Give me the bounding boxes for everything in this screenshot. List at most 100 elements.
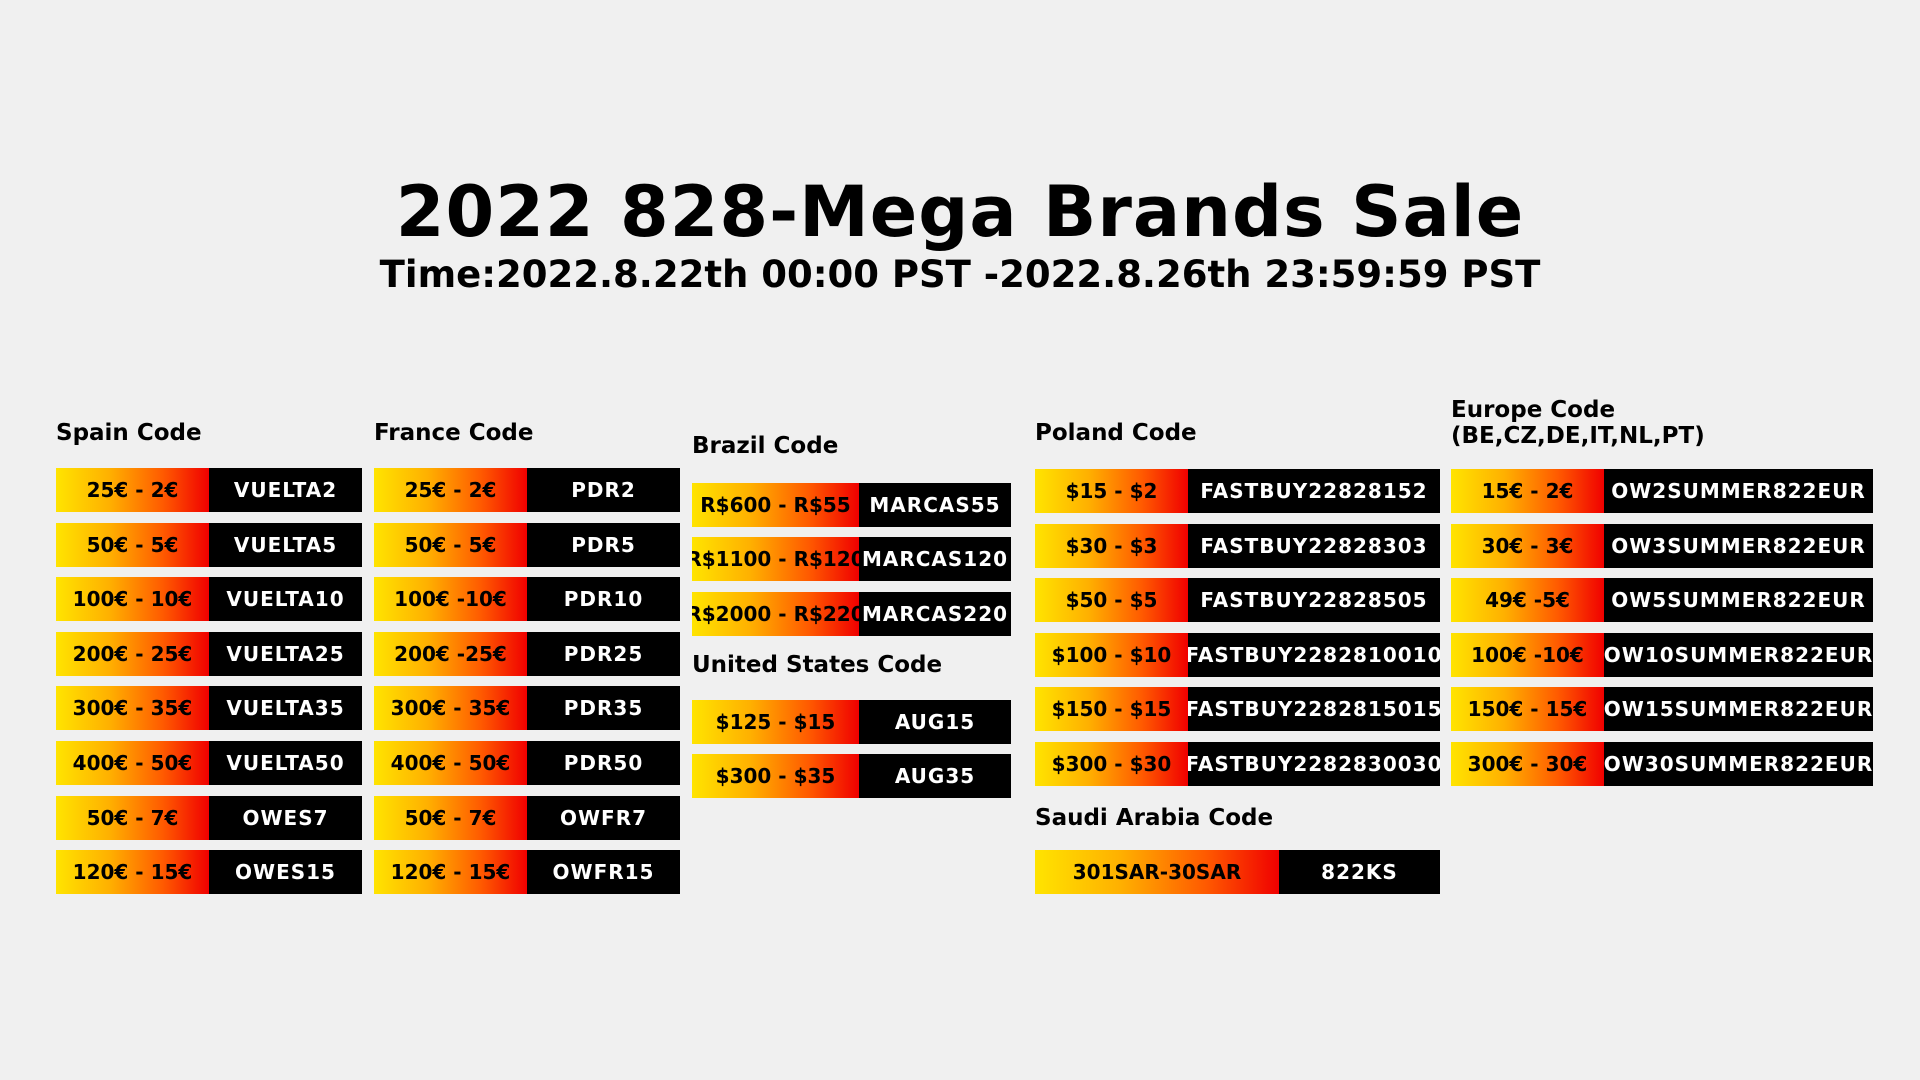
coupon-row: 120€ - 15€ OWFR15 bbox=[374, 850, 680, 895]
discount-label: $125 - $15 bbox=[692, 700, 859, 744]
coupon-code: PDR35 bbox=[527, 686, 680, 731]
coupon-row: 300€ - 30€ OW30SUMMER822EUR bbox=[1451, 742, 1873, 786]
coupon-code: OWES7 bbox=[209, 795, 362, 840]
discount-label: 30€ - 3€ bbox=[1451, 523, 1604, 568]
discount-label: $300 - $35 bbox=[692, 754, 859, 799]
discount-label: 300€ - 30€ bbox=[1451, 742, 1604, 786]
group-heading: Saudi Arabia Code bbox=[1035, 805, 1274, 831]
coupon-row: $300 - $35 AUG35 bbox=[692, 754, 1011, 799]
coupon-row: 25€ - 2€ PDR2 bbox=[374, 468, 680, 512]
group-heading: Poland Code bbox=[1035, 420, 1197, 446]
discount-label: 200€ - 25€ bbox=[56, 631, 209, 676]
coupon-code: PDR50 bbox=[527, 741, 680, 785]
coupon-code: VUELTA35 bbox=[209, 686, 362, 731]
coupon-code: FASTBUY22828505 bbox=[1188, 578, 1440, 623]
discount-label: 50€ - 7€ bbox=[56, 795, 209, 840]
discount-label: 200€ -25€ bbox=[374, 631, 527, 676]
coupon-row: $15 - $2 FASTBUY22828152 bbox=[1035, 469, 1440, 513]
coupon-row: R$600 - R$55 MARCAS55 bbox=[692, 483, 1011, 527]
group-heading: Brazil Code bbox=[692, 433, 839, 459]
coupon-row: 100€ -10€ OW10SUMMER822EUR bbox=[1451, 632, 1873, 677]
coupon-row: 100€ - 10€ VUELTA10 bbox=[56, 577, 362, 622]
discount-label: $30 - $3 bbox=[1035, 523, 1188, 568]
coupon-code: OWFR15 bbox=[527, 850, 680, 895]
discount-label: 25€ - 2€ bbox=[374, 468, 527, 512]
discount-label: 100€ -10€ bbox=[1451, 632, 1604, 677]
coupon-row: 300€ - 35€ PDR35 bbox=[374, 686, 680, 731]
coupon-code: VUELTA25 bbox=[209, 631, 362, 676]
coupon-row: 300€ - 35€ VUELTA35 bbox=[56, 686, 362, 731]
coupon-code: VUELTA10 bbox=[209, 577, 362, 622]
coupon-code: FASTBUY2282810010 bbox=[1188, 632, 1440, 677]
coupon-row: 400€ - 50€ VUELTA50 bbox=[56, 741, 362, 785]
discount-label: 100€ -10€ bbox=[374, 577, 527, 622]
coupon-code: MARCAS55 bbox=[859, 483, 1011, 527]
coupon-row: 50€ - 5€ VUELTA5 bbox=[56, 522, 362, 567]
coupon-code: 822KS bbox=[1279, 850, 1440, 894]
coupon-code: FASTBUY22828152 bbox=[1188, 469, 1440, 513]
coupon-row: 200€ - 25€ VUELTA25 bbox=[56, 631, 362, 676]
discount-label: 300€ - 35€ bbox=[56, 686, 209, 731]
coupon-row: 50€ - 5€ PDR5 bbox=[374, 522, 680, 567]
coupon-code: VUELTA5 bbox=[209, 522, 362, 567]
group-heading: Spain Code bbox=[56, 420, 202, 446]
discount-label: $100 - $10 bbox=[1035, 632, 1188, 677]
coupon-row: $300 - $30 FASTBUY2282830030 bbox=[1035, 742, 1440, 786]
coupon-code: OW5SUMMER822EUR bbox=[1604, 578, 1873, 623]
discount-label: R$600 - R$55 bbox=[692, 483, 859, 527]
coupon-code: OWES15 bbox=[209, 850, 362, 895]
coupon-code: AUG35 bbox=[859, 754, 1011, 799]
coupon-code: FASTBUY22828303 bbox=[1188, 523, 1440, 568]
group-heading: France Code bbox=[374, 420, 534, 446]
coupon-row: 150€ - 15€ OW15SUMMER822EUR bbox=[1451, 687, 1873, 732]
coupon-code: PDR5 bbox=[527, 522, 680, 567]
discount-label: R$1100 - R$120 bbox=[692, 537, 859, 582]
coupon-code: VUELTA50 bbox=[209, 741, 362, 785]
coupon-code: PDR2 bbox=[527, 468, 680, 512]
discount-label: 15€ - 2€ bbox=[1451, 469, 1604, 513]
group-heading: Europe Code (BE,CZ,DE,IT,NL,PT) bbox=[1451, 397, 1705, 449]
coupon-row: 25€ - 2€ VUELTA2 bbox=[56, 468, 362, 512]
coupon-code: OW30SUMMER822EUR bbox=[1604, 742, 1873, 786]
coupon-code: OW2SUMMER822EUR bbox=[1604, 469, 1873, 513]
coupon-code: VUELTA2 bbox=[209, 468, 362, 512]
discount-label: R$2000 - R$220 bbox=[692, 591, 859, 636]
page-title: 2022 828-Mega Brands Sale bbox=[395, 171, 1525, 253]
group-brazil: Brazil Code R$600 - R$55 MARCAS55 R$1100 -… bbox=[692, 433, 1012, 636]
discount-label: $150 - $15 bbox=[1035, 687, 1188, 732]
group-heading: United States Code bbox=[692, 652, 943, 678]
group-saudi-arabia: Saudi Arabia Code 301SAR-30SAR 822KS bbox=[1035, 805, 1440, 905]
group-europe: Europe Code (BE,CZ,DE,IT,NL,PT) 15€ - 2€… bbox=[1451, 397, 1873, 797]
coupon-row: 400€ - 50€ PDR50 bbox=[374, 741, 680, 785]
discount-label: $50 - $5 bbox=[1035, 578, 1188, 623]
coupon-code: OW15SUMMER822EUR bbox=[1604, 687, 1873, 732]
coupon-code: FASTBUY2282815015 bbox=[1188, 687, 1440, 732]
discount-label: 120€ - 15€ bbox=[56, 850, 209, 895]
discount-label: 300€ - 35€ bbox=[374, 686, 527, 731]
discount-label: 120€ - 15€ bbox=[374, 850, 527, 895]
group-france: France Code 25€ - 2€ PDR2 50€ - 5€ PDR5 100€… bbox=[374, 420, 680, 900]
discount-label: 25€ - 2€ bbox=[56, 468, 209, 512]
group-united-states: United States Code $125 - $15 AUG15 $300 -… bbox=[692, 652, 1012, 812]
discount-label: 49€ -5€ bbox=[1451, 578, 1604, 623]
sale-time: Time:2022.8.22th 00:00 PST -2022.8.26th … bbox=[379, 253, 1541, 296]
coupon-row: 100€ -10€ PDR10 bbox=[374, 577, 680, 622]
coupon-row: $50 - $5 FASTBUY22828505 bbox=[1035, 578, 1440, 623]
discount-label: 301SAR-30SAR bbox=[1035, 850, 1279, 894]
discount-label: 50€ - 5€ bbox=[374, 522, 527, 567]
discount-label: 50€ - 5€ bbox=[56, 522, 209, 567]
coupon-code: OWFR7 bbox=[527, 795, 680, 840]
coupon-row: 120€ - 15€ OWES15 bbox=[56, 850, 362, 895]
coupon-code: FASTBUY2282830030 bbox=[1188, 742, 1440, 786]
coupon-row: 15€ - 2€ OW2SUMMER822EUR bbox=[1451, 469, 1873, 513]
discount-label: 100€ - 10€ bbox=[56, 577, 209, 622]
coupon-row: 200€ -25€ PDR25 bbox=[374, 631, 680, 676]
group-spain: Spain Code 25€ - 2€ VUELTA2 50€ - 5€ VUELTA… bbox=[56, 420, 362, 900]
discount-label: 150€ - 15€ bbox=[1451, 687, 1604, 732]
discount-label: 400€ - 50€ bbox=[374, 741, 527, 785]
discount-label: 50€ - 7€ bbox=[374, 795, 527, 840]
coupon-row: $30 - $3 FASTBUY22828303 bbox=[1035, 523, 1440, 568]
coupon-row: $125 - $15 AUG15 bbox=[692, 700, 1011, 744]
coupon-row: 301SAR-30SAR 822KS bbox=[1035, 850, 1440, 894]
